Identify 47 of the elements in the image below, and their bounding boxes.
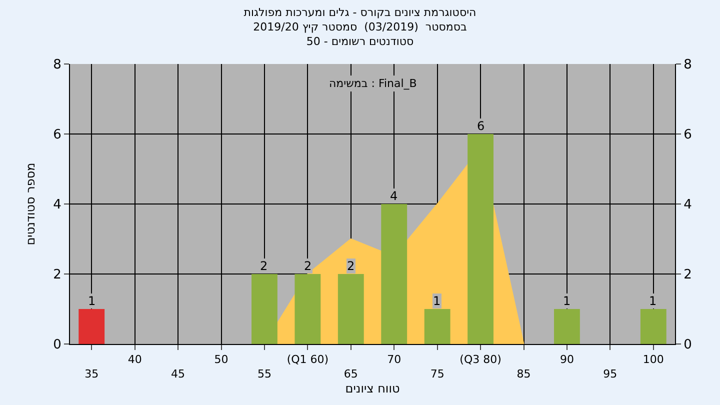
y-tick-label: 8 — [53, 58, 62, 73]
bar — [640, 309, 666, 344]
data-label: 6 — [477, 119, 485, 133]
annotation: במשימה : Final_B — [329, 77, 417, 90]
y-tick-label: 6 — [53, 128, 62, 143]
x-tick-label: 100 — [642, 353, 664, 366]
data-label: 1 — [563, 294, 571, 308]
bar — [554, 309, 580, 344]
x-tick-label: 45 — [171, 368, 186, 380]
x-tick-label: 40 — [128, 353, 142, 366]
chart-subtitle: בסמסטר (03/2019) סמסטר קיץ 2019/20 סטודנטים רשומים - 50 — [253, 20, 467, 48]
data-label: 2 — [260, 259, 268, 273]
data-label: 1 — [649, 294, 657, 308]
y-axis-title: מספר סטודנטים — [23, 162, 38, 246]
x-tick-label: (Q1 60) — [286, 353, 329, 366]
y-tick-label: 0 — [53, 338, 62, 353]
x-tick-label: 85 — [516, 368, 531, 380]
y2-tick-label: 0 — [684, 338, 692, 353]
data-label: 2 — [304, 259, 312, 273]
y-tick-label: 4 — [53, 198, 62, 213]
x-tick-label: 65 — [344, 368, 358, 380]
data-label: 1 — [433, 294, 441, 308]
x-tick-label: 55 — [257, 368, 272, 380]
x-tick-label: (Q3 80) — [460, 353, 502, 366]
data-label: 2 — [347, 259, 355, 273]
x-tick-label: 75 — [430, 368, 444, 380]
y2-tick-label: 2 — [684, 268, 692, 283]
bar — [252, 274, 278, 344]
y2-tick-label: 6 — [684, 128, 692, 143]
chart-title: היסטוגרמת ציונים בקורס - גלים ומערכות מפולגות — [244, 6, 476, 20]
x-tick-label: 95 — [603, 368, 618, 380]
bar — [381, 204, 408, 344]
y2-tick-label: 8 — [684, 58, 692, 73]
bar — [468, 134, 494, 344]
data-label: 1 — [88, 294, 96, 308]
bar — [424, 309, 450, 344]
x-tick-label: 70 — [387, 353, 402, 366]
x-tick-label: 90 — [560, 353, 574, 366]
x-tick-label: 50 — [214, 353, 228, 366]
y-tick-label: 2 — [53, 268, 62, 283]
x-tick-label: 35 — [84, 368, 99, 380]
data-label: 4 — [390, 189, 398, 203]
y2-tick-label: 4 — [684, 198, 692, 213]
bar — [294, 274, 321, 344]
bar — [78, 309, 105, 344]
x-axis-title: טווח ציונים — [345, 381, 400, 396]
bar — [338, 274, 364, 344]
